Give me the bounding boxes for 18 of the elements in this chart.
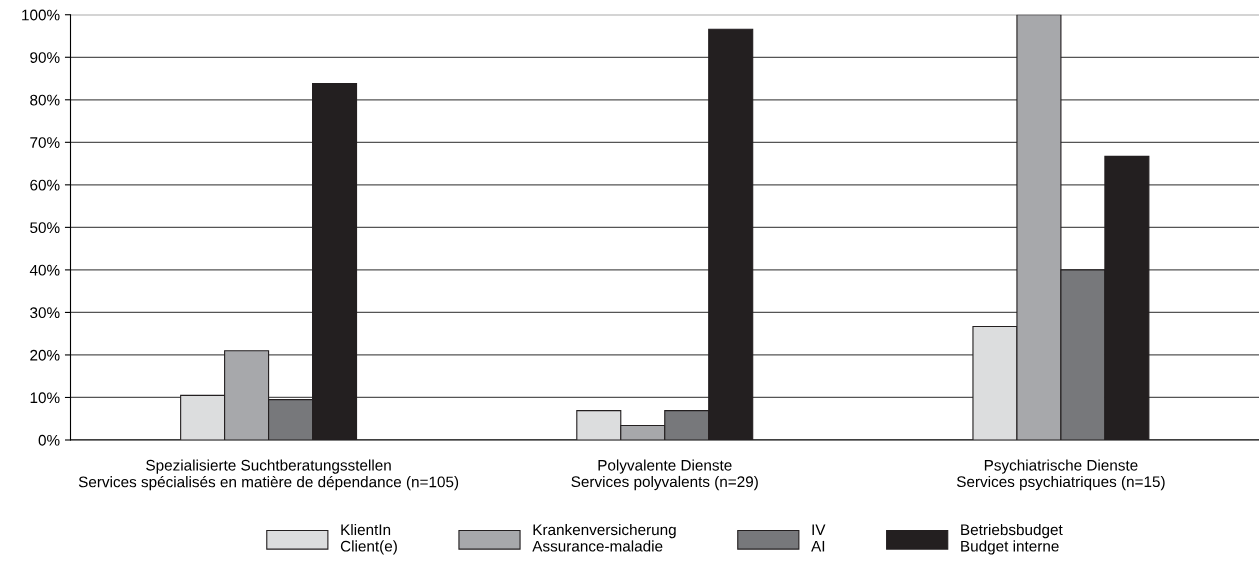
x-tick-label: Spezialisierte Suchtberatungsstellen Services spécialisés en matière de dépendance (n=105)	[78, 459, 459, 491]
y-tick-label: 70%	[30, 137, 60, 148]
y-tick-label: 20%	[30, 349, 60, 361]
legend-label: IV AI	[811, 524, 826, 552]
x-tick-label: Psychiatrische Dienste Services psychiatriques (n=15)	[956, 459, 1165, 491]
y-tick-label: 90%	[30, 52, 60, 63]
y-tick-label: 30%	[30, 307, 60, 319]
legend-label: KlientIn Client(e)	[340, 523, 397, 555]
legend-label: Krankenversicherung Assurance-maladie	[532, 523, 676, 552]
y-tick-label: 0%	[38, 434, 60, 446]
x-tick-label: Polyvalente Dienste Services polyvalents (n=29)	[571, 459, 758, 491]
y-tick-label: 100%	[22, 9, 60, 21]
y-tick-label: 40%	[29, 264, 60, 276]
legend-label: Betriebsbudget Budget interne	[961, 523, 1063, 555]
y-tick-label: 10%	[30, 392, 60, 404]
y-tick-label: 60%	[30, 179, 60, 191]
y-tick-label: 80%	[30, 94, 60, 106]
y-tick-label: 50%	[30, 222, 60, 234]
